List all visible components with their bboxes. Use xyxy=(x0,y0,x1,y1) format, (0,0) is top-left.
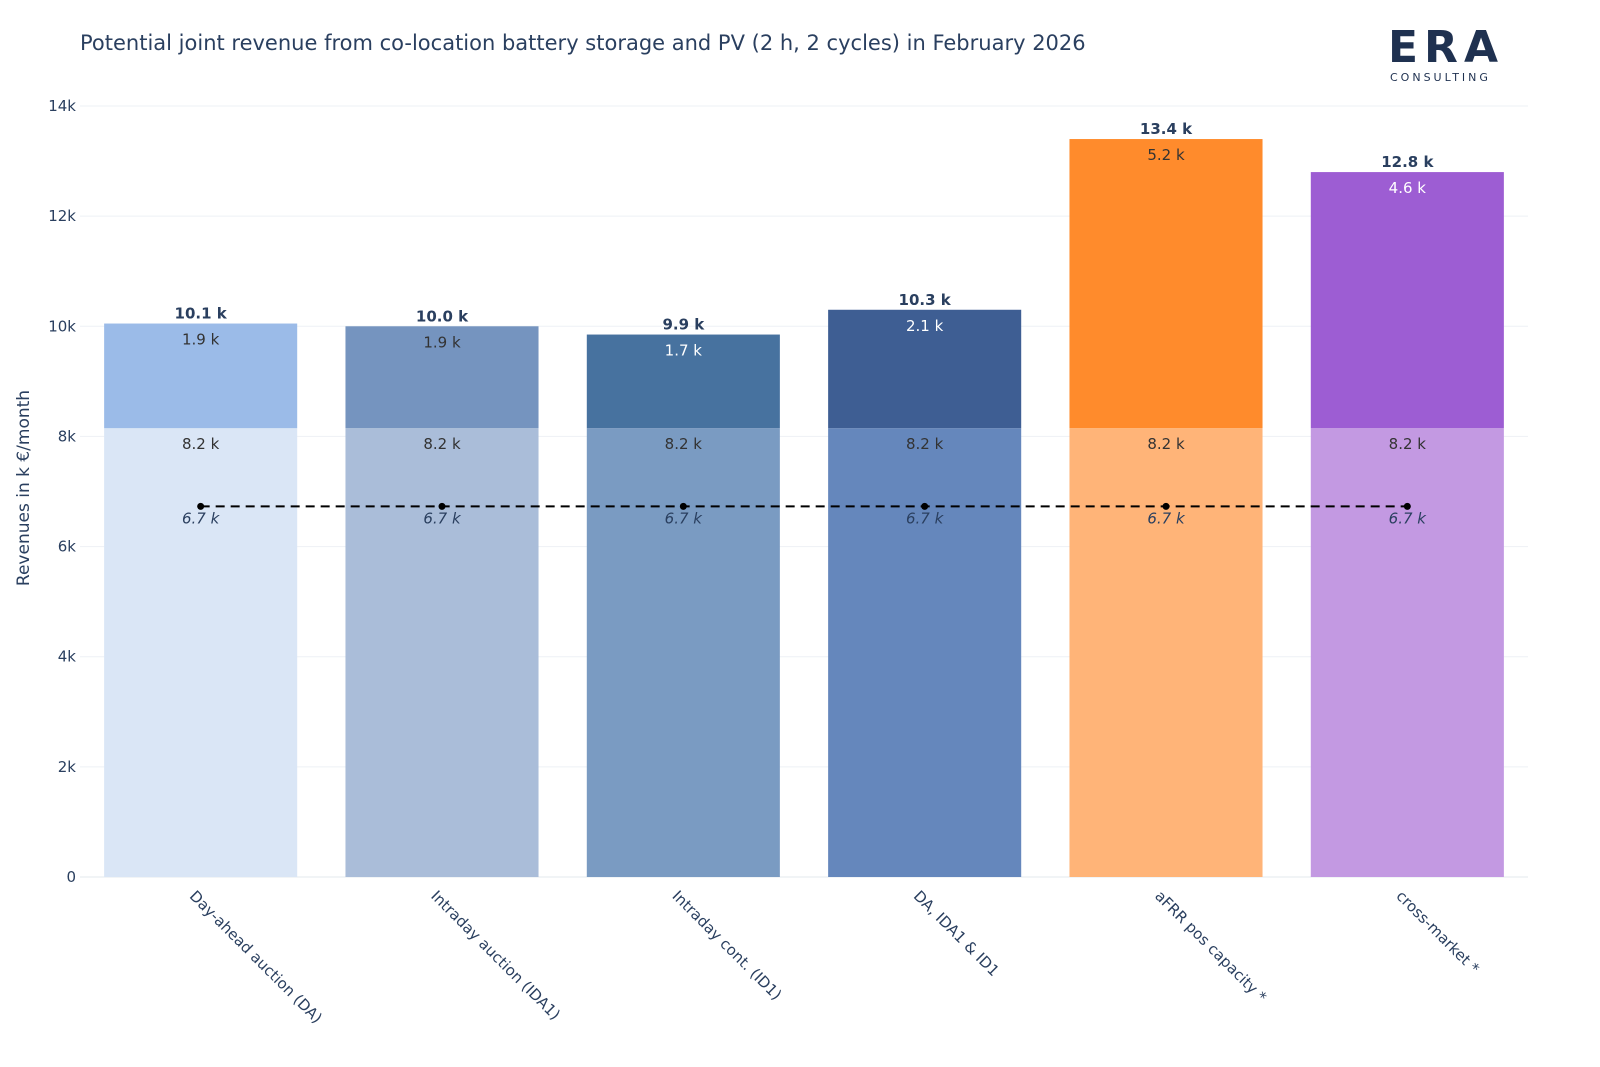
x-tick-label: DA, IDA1 & ID1 xyxy=(910,887,1003,980)
base-segment-label: 8.2 k xyxy=(182,435,220,453)
base-segment-label: 8.2 k xyxy=(1147,435,1185,453)
x-tick-label: aFRR pos capacity * xyxy=(1151,887,1270,1006)
reference-label: 6.7 k xyxy=(1147,509,1186,527)
reference-label: 6.7 k xyxy=(182,509,221,527)
bar-top-segment xyxy=(104,323,298,429)
reference-label: 6.7 k xyxy=(906,509,945,527)
era-logo: ERA CONSULTING xyxy=(1388,22,1504,84)
reference-marker xyxy=(921,502,929,510)
reference-marker xyxy=(679,502,687,510)
top-segment-label: 1.9 k xyxy=(182,331,220,349)
bar-base-segment xyxy=(1069,428,1263,877)
total-label: 10.1 k xyxy=(175,305,228,323)
total-label: 13.4 k xyxy=(1140,120,1193,138)
data-labels: 8.2 k 1.9 k 10.1 k 8.2 k 1.9 k 10.0 k 8.2 k 1.7… xyxy=(175,120,1435,527)
x-tick-label: cross-market * xyxy=(1393,887,1484,978)
bar-top-segment xyxy=(828,309,1022,429)
y-axis-ticks: 0 2k 4k 6k 8k 10k 12k 14k xyxy=(48,97,76,886)
bar-base-segment xyxy=(586,428,780,877)
reference-marker xyxy=(1162,502,1170,510)
base-segment-label: 8.2 k xyxy=(906,435,944,453)
total-label: 12.8 k xyxy=(1381,153,1434,171)
x-tick-label: Intraday auction (IDA1) xyxy=(427,887,564,1024)
y-tick-label: 0 xyxy=(66,868,76,886)
bar-top-segment xyxy=(345,326,539,429)
top-segment-label: 5.2 k xyxy=(1147,146,1185,164)
chart-title: Potential joint revenue from co-location… xyxy=(80,31,1086,55)
total-label: 9.9 k xyxy=(662,316,705,334)
bars xyxy=(104,139,1504,877)
reference-line xyxy=(197,502,1411,510)
top-segment-label: 1.7 k xyxy=(665,342,703,360)
base-segment-label: 8.2 k xyxy=(423,435,461,453)
gridlines xyxy=(80,105,1528,878)
reference-label: 6.7 k xyxy=(1389,509,1428,527)
y-tick-label: 12k xyxy=(48,207,76,225)
reference-marker xyxy=(1403,502,1411,510)
bar-top-segment xyxy=(1069,139,1263,429)
x-tick-label: Day-ahead auction (DA) xyxy=(186,887,326,1027)
x-tick-label: Intraday cont. (ID1) xyxy=(669,887,786,1004)
bar-base-segment xyxy=(345,428,539,877)
reference-marker xyxy=(438,502,446,510)
logo-text: ERA xyxy=(1388,22,1504,73)
top-segment-label: 2.1 k xyxy=(906,317,944,335)
top-segment-label: 4.6 k xyxy=(1389,179,1427,197)
top-segment-label: 1.9 k xyxy=(423,333,461,351)
base-segment-label: 8.2 k xyxy=(1389,435,1427,453)
reference-label: 6.7 k xyxy=(665,509,704,527)
y-tick-label: 8k xyxy=(58,427,77,445)
y-tick-label: 6k xyxy=(58,538,77,556)
y-tick-label: 10k xyxy=(48,317,76,335)
y-axis-title: Revenues in k €/month xyxy=(14,390,34,586)
base-segment-label: 8.2 k xyxy=(665,435,703,453)
reference-label: 6.7 k xyxy=(423,509,462,527)
bar-base-segment xyxy=(1310,428,1504,877)
bar-top-segment xyxy=(586,334,780,429)
reference-marker xyxy=(197,502,205,510)
logo-subtitle: CONSULTING xyxy=(1390,71,1491,84)
total-label: 10.0 k xyxy=(416,307,469,325)
bar-base-segment xyxy=(104,428,298,877)
y-tick-label: 4k xyxy=(58,648,77,666)
y-tick-label: 2k xyxy=(58,758,77,776)
bar-base-segment xyxy=(828,428,1022,877)
y-tick-label: 14k xyxy=(48,97,76,115)
x-axis-ticks: Day-ahead auction (DA) Intraday auction (… xyxy=(186,887,1483,1027)
total-label: 10.3 k xyxy=(899,291,952,309)
bar-top-segment xyxy=(1310,172,1504,429)
